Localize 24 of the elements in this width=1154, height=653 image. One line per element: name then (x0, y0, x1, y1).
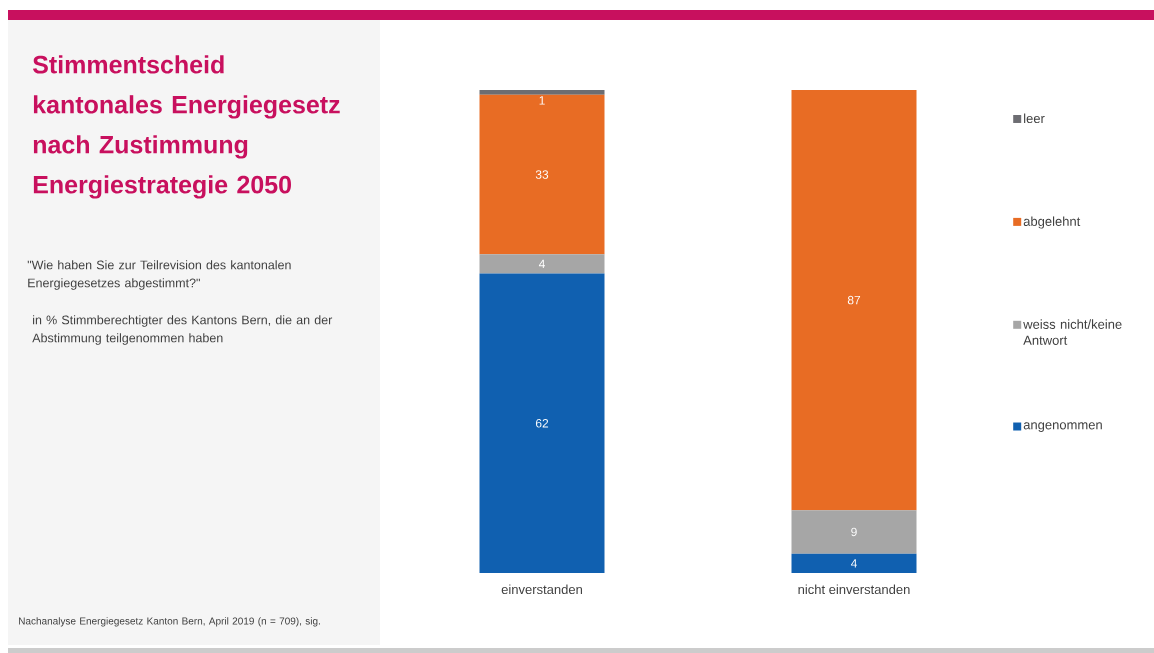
x-tick-label: nicht einverstanden (798, 584, 910, 595)
legend-label: abgelehnt (1023, 216, 1081, 229)
text: Nachanalyse Energiegesetz Kanton Bern, April 2019 (n = 709), sig. (19, 617, 320, 627)
bar (479, 89, 605, 95)
text: "Wie haben Sie zur Teilrevision des kantonalen Energiegesetzes abgestimmt?" (27, 260, 291, 290)
data-label: 33 (535, 170, 549, 179)
bar (791, 510, 917, 554)
bar (479, 254, 605, 274)
data-label: 87 (847, 295, 861, 305)
text: in % Stimmberechtigter des Kantons Bern, die an der Abstimmung teilgenommen haben (32, 315, 333, 345)
data-label: 1 (539, 96, 545, 105)
legend-label: angenommen (1023, 422, 1102, 432)
legend-label: weiss nicht/keine Antwort (1023, 319, 1122, 345)
data-label: 4 (850, 559, 857, 568)
bar (791, 89, 917, 511)
data-label: 62 (535, 419, 549, 428)
bar (479, 273, 605, 573)
legend-label: leer (1024, 113, 1045, 124)
bar (479, 94, 605, 255)
data-label: 9 (851, 527, 857, 537)
text: Stimmentscheid kantonales Energiegesetz nach Zustimmung Energiestrategie 2050 (32, 55, 340, 199)
x-tick-label: einverstanden (501, 584, 582, 595)
bar (791, 553, 917, 573)
data-label: 4 (538, 259, 545, 268)
